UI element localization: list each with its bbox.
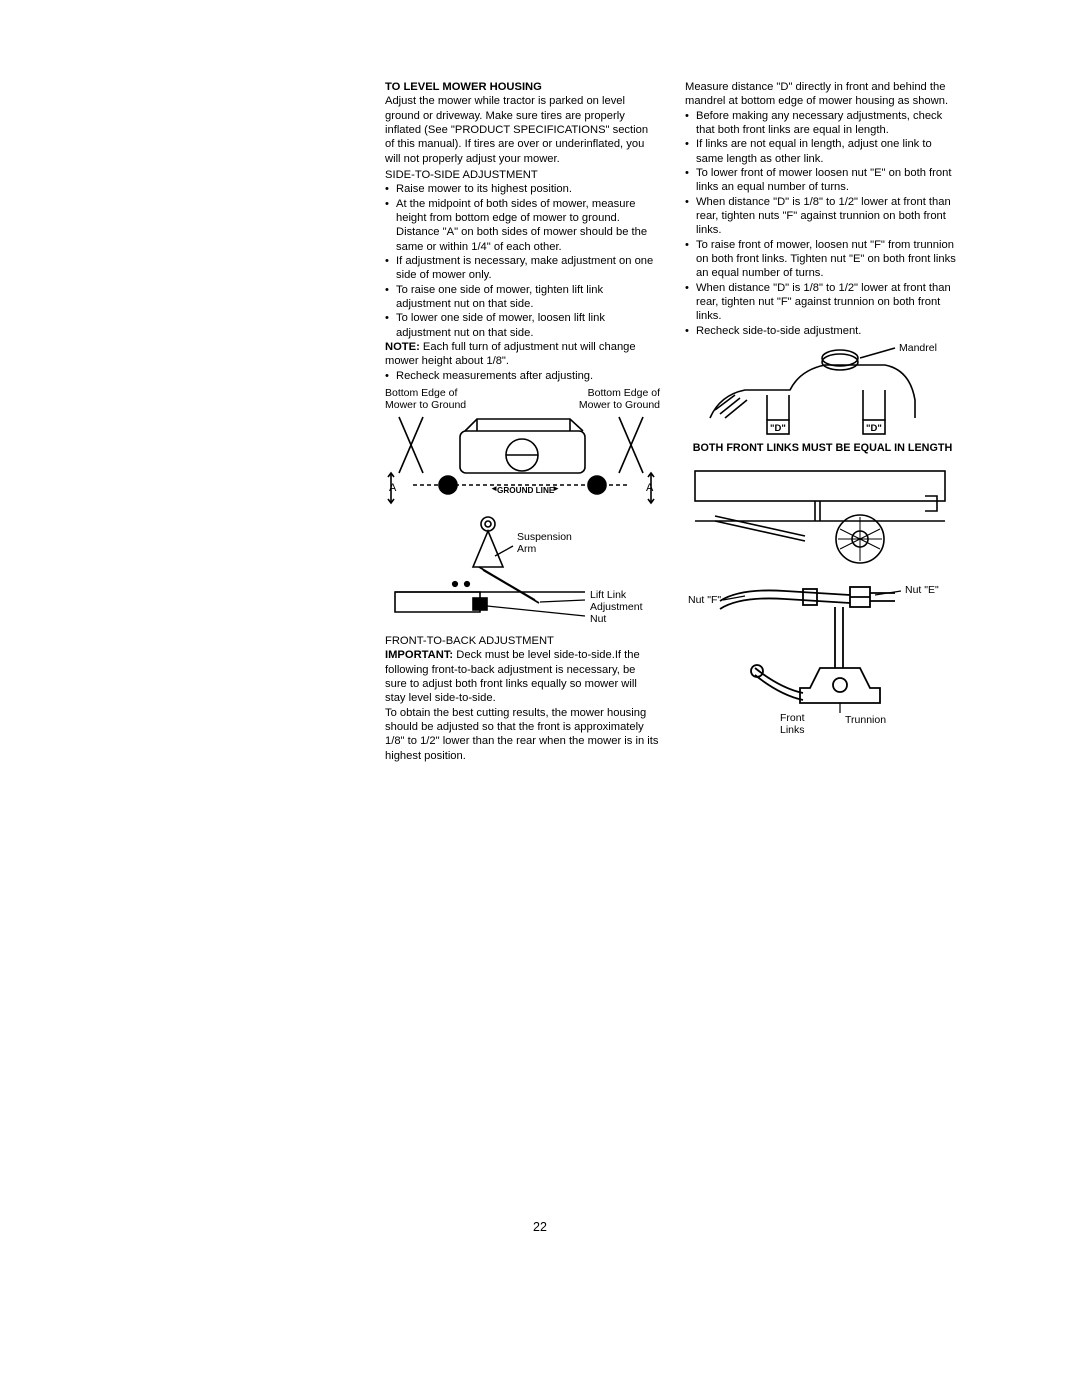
important-block: IMPORTANT: Deck must be level side-to-si… — [385, 648, 660, 705]
list-item: When distance "D" is 1/8" to 1/2" lower … — [685, 195, 960, 238]
fig5-nutF-label: Nut "F" — [688, 594, 721, 606]
svg-text:►: ► — [552, 484, 560, 493]
note-label: NOTE: — [385, 341, 420, 353]
fig1-left-label: Bottom Edge of Mower to Ground — [385, 387, 466, 411]
fig2-suspension-diagram: SuspensionArm Lift LinkAdjustmentNut — [385, 512, 657, 632]
fig5-trunnion-label: Trunnion — [845, 714, 886, 726]
side-bullet-list: Raise mower to its highest position. At … — [385, 182, 660, 340]
heading-level-mower: TO LEVEL MOWER HOUSING — [385, 80, 660, 94]
fig1-label-row: Bottom Edge of Mower to Ground Bottom Ed… — [385, 387, 660, 411]
fig3-D-right: "D" — [866, 423, 882, 434]
page-number: 22 — [0, 1220, 1080, 1234]
fig3-mandrel-diagram: Mandrel "D" "D" — [685, 340, 955, 440]
ftb-heading: FRONT-TO-BACK ADJUSTMENT — [385, 634, 660, 648]
list-item: To raise one side of mower, tighten lift… — [385, 283, 660, 312]
intro-paragraph: Adjust the mower while tractor is parked… — [385, 94, 660, 166]
note-text: Each full turn of adjustment nut will ch… — [385, 341, 636, 367]
list-item: When distance "D" is 1/8" to 1/2" lower … — [685, 281, 960, 324]
fig1-A-left: A — [389, 482, 397, 494]
right-column: Measure distance "D" directly in front a… — [685, 80, 960, 763]
list-item: Before making any necessary adjustments,… — [685, 109, 960, 138]
fig1-ground-diagram: A A ◄ GROUND LINE ► — [385, 413, 657, 508]
side-to-side-heading: SIDE-TO-SIDE ADJUSTMENT — [385, 168, 660, 182]
left-column: TO LEVEL MOWER HOUSING Adjust the mower … — [385, 80, 660, 763]
list-item: To lower front of mower loosen nut "E" o… — [685, 166, 960, 195]
important-label: IMPORTANT: — [385, 649, 453, 661]
list-item: Raise mower to its highest position. — [385, 182, 660, 196]
fig3-mandrel-label: Mandrel — [899, 342, 937, 354]
fig4-links-diagram — [685, 461, 955, 571]
ftb-paragraph: To obtain the best cutting results, the … — [385, 706, 660, 763]
recheck-list: Recheck measurements after adjusting. — [385, 369, 660, 383]
list-item: At the midpoint of both sides of mower, … — [385, 197, 660, 254]
list-item: Recheck measurements after adjusting. — [385, 369, 660, 383]
fig2-lift-label: Lift LinkAdjustmentNut — [590, 589, 643, 625]
fig5-front-label: FrontLinks — [780, 712, 805, 733]
fig2-susp-label: SuspensionArm — [517, 531, 572, 555]
links-equal-caption: BOTH FRONT LINKS MUST BE EQUAL IN LENGTH — [685, 442, 960, 455]
fig5-nuts-diagram: Nut "F" Nut "E" FrontLinks Trunnion — [685, 573, 955, 733]
fig3-D-left: "D" — [770, 423, 786, 434]
list-item: To raise front of mower, loosen nut "F" … — [685, 238, 960, 281]
page-content: TO LEVEL MOWER HOUSING Adjust the mower … — [385, 80, 960, 763]
fig1-ground-label: GROUND LINE — [497, 486, 555, 495]
note-line: NOTE: Each full turn of adjustment nut w… — [385, 340, 660, 369]
list-item: Recheck side-to-side adjustment. — [685, 324, 960, 338]
fig1-right-label: Bottom Edge of Mower to Ground — [579, 387, 660, 411]
list-item: If adjustment is necessary, make adjustm… — [385, 254, 660, 283]
list-item: To lower one side of mower, loosen lift … — [385, 311, 660, 340]
right-bullet-list: Before making any necessary adjustments,… — [685, 109, 960, 338]
fig5-nutE-label: Nut "E" — [905, 584, 939, 596]
right-intro: Measure distance "D" directly in front a… — [685, 80, 960, 109]
fig1-A-right: A — [646, 482, 654, 494]
list-item: If links are not equal in length, adjust… — [685, 137, 960, 166]
